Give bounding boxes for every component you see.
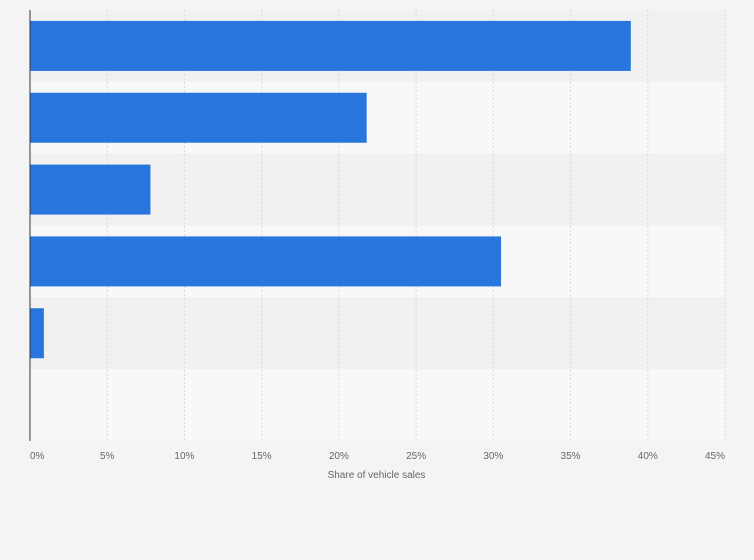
bar[interactable] (30, 92, 367, 143)
x-tick-labels: 0% 5% 10% 15% 20% 25% 30% 35% 40% 45% (30, 451, 725, 462)
x-tick-label: 0% (30, 451, 45, 462)
bars (30, 20, 631, 359)
bar[interactable] (30, 236, 502, 287)
x-tick-label: 45% (705, 451, 725, 462)
row-band (30, 297, 725, 370)
x-tick-label: 25% (406, 451, 426, 462)
x-axis-title: Share of vehicle sales (328, 470, 426, 481)
bar[interactable] (30, 164, 151, 215)
x-tick-label: 35% (561, 451, 581, 462)
x-tick-label: 5% (100, 451, 115, 462)
x-tick-label: 20% (329, 451, 349, 462)
bar[interactable] (30, 308, 44, 359)
bar[interactable] (30, 20, 631, 71)
row-band (30, 369, 725, 441)
x-tick-label: 40% (638, 451, 658, 462)
x-tick-label: 30% (483, 451, 503, 462)
x-tick-label: 15% (252, 451, 272, 462)
x-tick-label: 10% (174, 451, 194, 462)
row-bands (30, 10, 725, 441)
